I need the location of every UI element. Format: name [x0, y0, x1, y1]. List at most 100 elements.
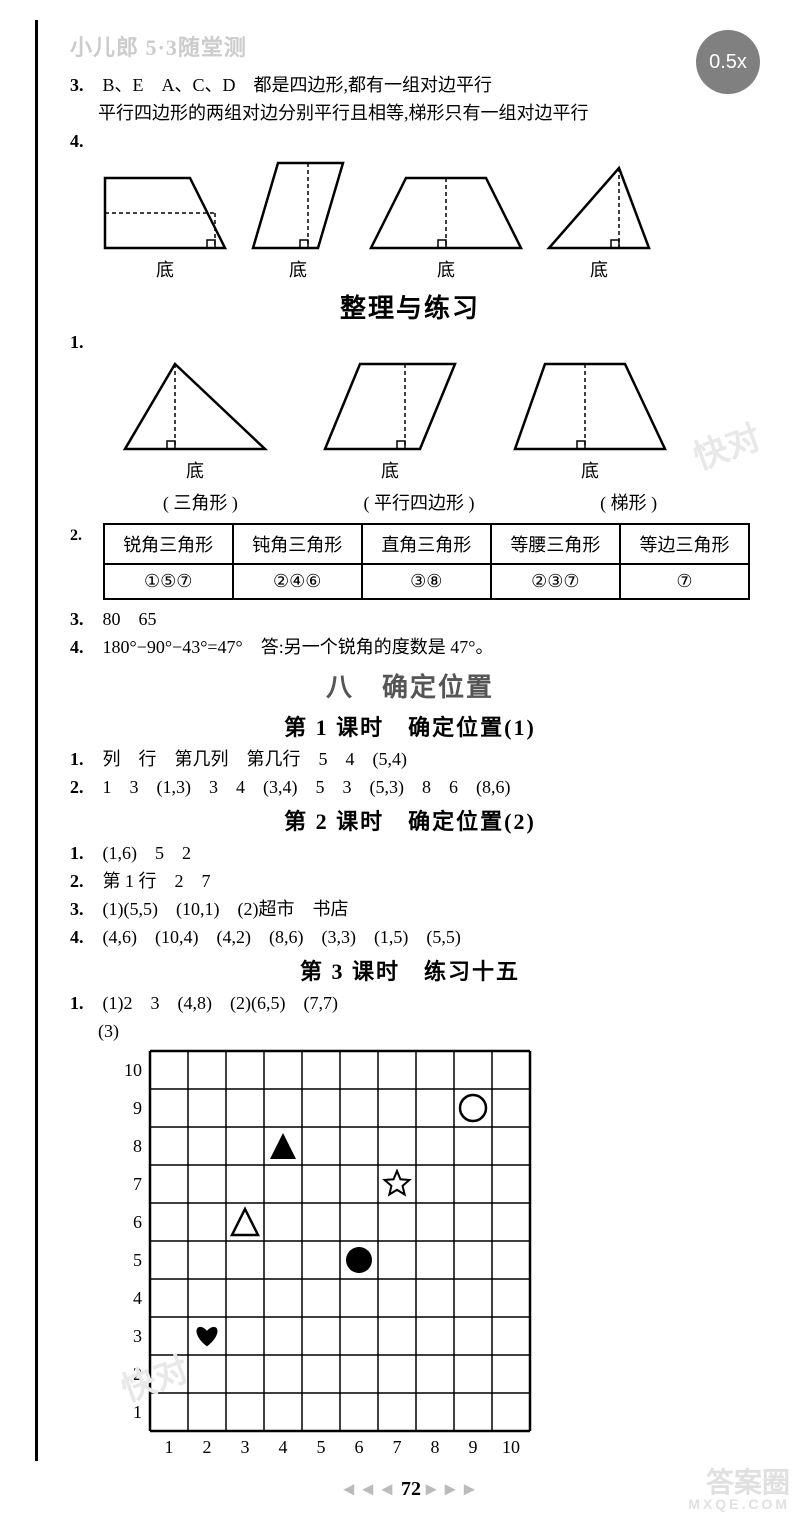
footer-sub: MXQE.COM [688, 1497, 790, 1511]
th-3: 直角三角形 [362, 524, 491, 564]
r1-name-1: ( 三角形 ) [163, 489, 238, 515]
series: 5·3随堂测 [146, 35, 247, 60]
l3-1b-text: (3) [98, 1021, 119, 1041]
r1-label-3: 底 [510, 457, 670, 483]
q3-text1: B、E A、C、D 都是四边形,都有一组对边平行 [103, 75, 493, 95]
page-number: 72 [401, 1478, 421, 1500]
arrows-left: ◂ ◂ ◂ [344, 1478, 401, 1500]
l2-2-text: 第 1 行 2 7 [103, 871, 211, 891]
th-1: 锐角三角形 [104, 524, 233, 564]
q4-shape-4: 底 [544, 163, 654, 282]
r3-text: 80 65 [103, 609, 157, 629]
q3-line1: 3. B、E A、C、D 都是四边形,都有一组对边平行 [70, 72, 750, 98]
lesson1-title: 第 1 课时 确定位置(1) [70, 710, 750, 742]
svg-text:8: 8 [133, 1136, 142, 1156]
arrows-right: ▸ ▸ ▸ [426, 1478, 476, 1500]
r1: 1. [70, 329, 750, 355]
q4-label-1: 底 [100, 256, 230, 282]
grid-chart: 1098765432112345678910 [110, 1046, 750, 1466]
table-row: ①⑤⑦ ②④⑥ ③⑧ ②③⑦ ⑦ [104, 564, 749, 599]
q4-num: 4. [70, 128, 98, 154]
svg-text:9: 9 [469, 1437, 478, 1457]
l3-1a: 1. (1)2 3 (4,8) (2)(6,5) (7,7) [70, 990, 750, 1016]
svg-text:4: 4 [279, 1437, 288, 1457]
l1-1-num: 1. [70, 746, 98, 772]
l2-4: 4. (4,6) (10,4) (4,2) (8,6) (3,3) (1,5) … [70, 924, 750, 950]
svg-text:7: 7 [133, 1174, 142, 1194]
l2-4-text: (4,6) (10,4) (4,2) (8,6) (3,3) (1,5) (5,… [103, 927, 461, 947]
q3-text2: 平行四边形的两组对边分别平行且相等,梯形只有一组对边平行 [98, 103, 589, 123]
r1-label-2: 底 [320, 457, 460, 483]
svg-text:6: 6 [133, 1212, 142, 1232]
l2-4-num: 4. [70, 924, 98, 950]
td-3: ③⑧ [362, 564, 491, 599]
page-footer: ◂ ◂ ◂ 72 ▸ ▸ ▸ [70, 1476, 750, 1501]
footer-big: 答案圈 [706, 1467, 790, 1498]
r2-num: 2. [70, 527, 97, 545]
page-left-border [35, 20, 38, 1461]
th-5: 等边三角形 [620, 524, 749, 564]
svg-text:1: 1 [133, 1402, 142, 1422]
trapezoid-height-icon [510, 359, 670, 454]
svg-text:5: 5 [317, 1437, 326, 1457]
triangle-icon [544, 163, 654, 253]
td-2: ②④⑥ [233, 564, 362, 599]
unit8-title: 八 确定位置 [70, 667, 750, 704]
l1-1: 1. 列 行 第几列 第几行 5 4 (5,4) [70, 746, 750, 772]
triangle-table: 锐角三角形 钝角三角形 直角三角形 等腰三角形 等边三角形 ①⑤⑦ ②④⑥ ③⑧… [103, 523, 750, 600]
coordinate-grid-icon: 1098765432112345678910 [110, 1046, 550, 1466]
l3-1a-text: (1)2 3 (4,8) (2)(6,5) (7,7) [103, 993, 338, 1013]
l2-1: 1. (1,6) 5 2 [70, 840, 750, 866]
svg-text:3: 3 [133, 1326, 142, 1346]
brand: 小儿郎 [70, 35, 139, 60]
th-4: 等腰三角形 [491, 524, 620, 564]
l2-3: 3. (1)(5,5) (10,1) (2)超市 书店 [70, 896, 750, 922]
l2-2-num: 2. [70, 868, 98, 894]
q4: 4. [70, 128, 750, 154]
r3-num: 3. [70, 606, 98, 632]
zoom-badge[interactable]: 0.5x [696, 30, 760, 94]
svg-text:3: 3 [241, 1437, 250, 1457]
l2-3-text: (1)(5,5) (10,1) (2)超市 书店 [103, 899, 349, 919]
svg-text:2: 2 [133, 1364, 142, 1384]
q4-shape-2: 底 [248, 158, 348, 282]
trapezoid-iso-icon [366, 173, 526, 253]
q4-label-2: 底 [248, 256, 348, 282]
l1-2-text: 1 3 (1,3) 3 4 (3,4) 5 3 (5,3) 8 6 (8,6) [103, 777, 511, 797]
r1-names: ( 三角形 ) ( 平行四边形 ) ( 梯形 ) [100, 489, 720, 515]
triangle-height-icon [120, 359, 270, 454]
svg-text:10: 10 [502, 1437, 520, 1457]
q3-line2: 平行四边形的两组对边分别平行且相等,梯形只有一组对边平行 [98, 100, 750, 126]
svg-text:1: 1 [165, 1437, 174, 1457]
l3-1b: (3) [98, 1018, 750, 1044]
table-row: 锐角三角形 钝角三角形 直角三角形 等腰三角形 等边三角形 [104, 524, 749, 564]
l3-1-num: 1. [70, 990, 98, 1016]
parallelogram-height-icon [320, 359, 460, 454]
r1-name-2: ( 平行四边形 ) [363, 489, 474, 515]
svg-text:9: 9 [133, 1098, 142, 1118]
r3: 3. 80 65 [70, 606, 750, 632]
svg-text:10: 10 [124, 1060, 142, 1080]
r1-shape-2: 底 [320, 359, 460, 483]
td-5: ⑦ [620, 564, 749, 599]
r4-text: 180°−90°−43°=47° 答:另一个锐角的度数是 47°。 [103, 637, 494, 657]
td-4: ②③⑦ [491, 564, 620, 599]
r1-name-3: ( 梯形 ) [600, 489, 657, 515]
r4: 4. 180°−90°−43°=47° 答:另一个锐角的度数是 47°。 [70, 634, 750, 660]
trapezoid-left-icon [100, 173, 230, 253]
lesson3-title: 第 3 课时 练习十五 [70, 954, 750, 986]
svg-text:2: 2 [203, 1437, 212, 1457]
r1-shape-3: 底 [510, 359, 670, 483]
parallelogram-icon [248, 158, 348, 253]
svg-text:6: 6 [355, 1437, 364, 1457]
lesson2-title: 第 2 课时 确定位置(2) [70, 804, 750, 836]
th-2: 钝角三角形 [233, 524, 362, 564]
svg-text:5: 5 [133, 1250, 142, 1270]
header: 小儿郎 5·3随堂测 [70, 30, 750, 62]
svg-text:7: 7 [393, 1437, 402, 1457]
l2-3-num: 3. [70, 896, 98, 922]
q4-shape-1: 底 [100, 173, 230, 282]
svg-text:8: 8 [431, 1437, 440, 1457]
review-title: 整理与练习 [70, 288, 750, 325]
l2-1-num: 1. [70, 840, 98, 866]
